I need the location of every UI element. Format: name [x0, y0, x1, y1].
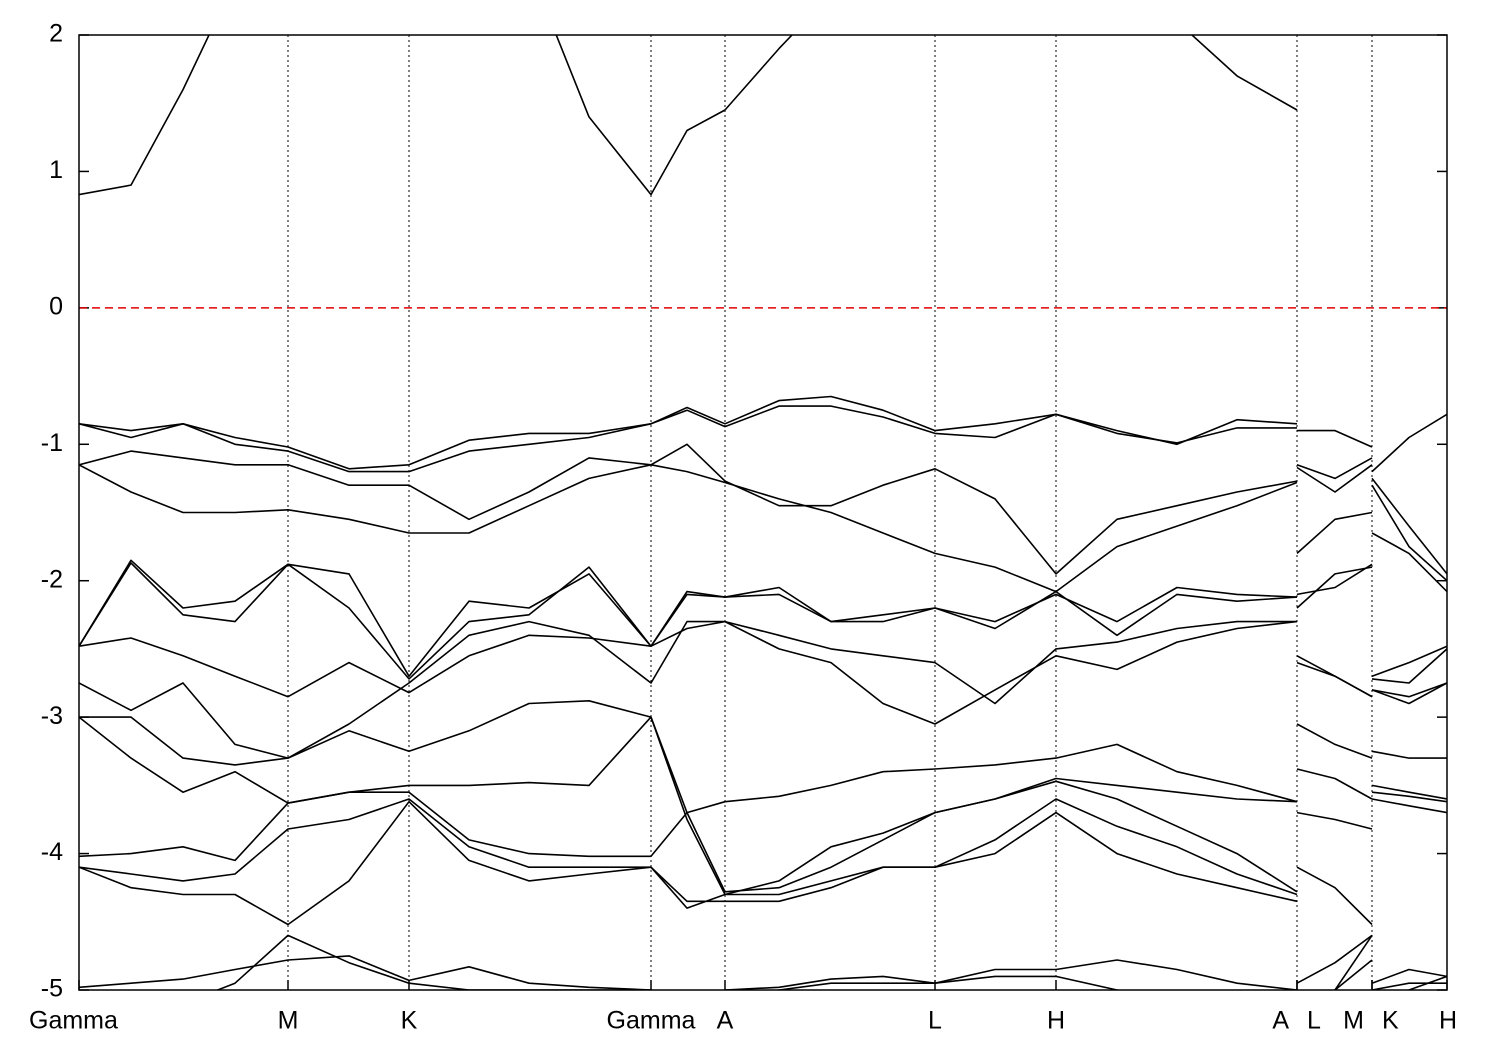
y-tick-label: -5	[41, 975, 63, 1003]
band-line	[79, 780, 1447, 984]
band-line	[79, 35, 1298, 196]
band-line	[79, 395, 1447, 473]
x-tick-label: M	[1343, 1007, 1364, 1035]
y-tick-label: -3	[41, 702, 63, 730]
x-tick-label: Gamma	[29, 1007, 118, 1035]
band-line	[79, 559, 1447, 680]
band-line	[79, 620, 1447, 705]
x-tick-label: K	[401, 1007, 418, 1035]
band-line	[79, 405, 1447, 575]
x-tick-label: H	[1047, 1007, 1065, 1035]
x-tick-label: A	[1272, 1007, 1289, 1035]
y-tick-label: 1	[49, 156, 63, 184]
x-tick-label: Gamma	[607, 1007, 696, 1035]
band-line	[79, 443, 1447, 582]
x-tick-label: L	[928, 1007, 942, 1035]
y-tick-label: 2	[49, 20, 63, 48]
y-tick-label: -2	[41, 565, 63, 593]
band-line	[79, 955, 1447, 990]
x-tick-label: K	[1382, 1007, 1399, 1035]
band-line	[79, 464, 1447, 593]
band-line	[79, 562, 1447, 684]
band-line	[215, 934, 1447, 990]
band-line	[79, 620, 1447, 759]
band-line	[79, 743, 1447, 862]
band-line	[79, 716, 1447, 896]
band-line	[79, 798, 1447, 926]
x-tick-label: L	[1307, 1007, 1321, 1035]
x-tick-label: H	[1439, 1007, 1457, 1035]
y-tick-label: -4	[41, 838, 63, 866]
y-tick-label: -1	[41, 429, 63, 457]
x-tick-label: A	[717, 1007, 734, 1035]
x-tick-label: M	[278, 1007, 299, 1035]
y-tick-label: 0	[49, 292, 63, 320]
band-line	[79, 700, 1447, 893]
plot-frame	[78, 34, 1448, 991]
plot-area	[79, 35, 1447, 990]
